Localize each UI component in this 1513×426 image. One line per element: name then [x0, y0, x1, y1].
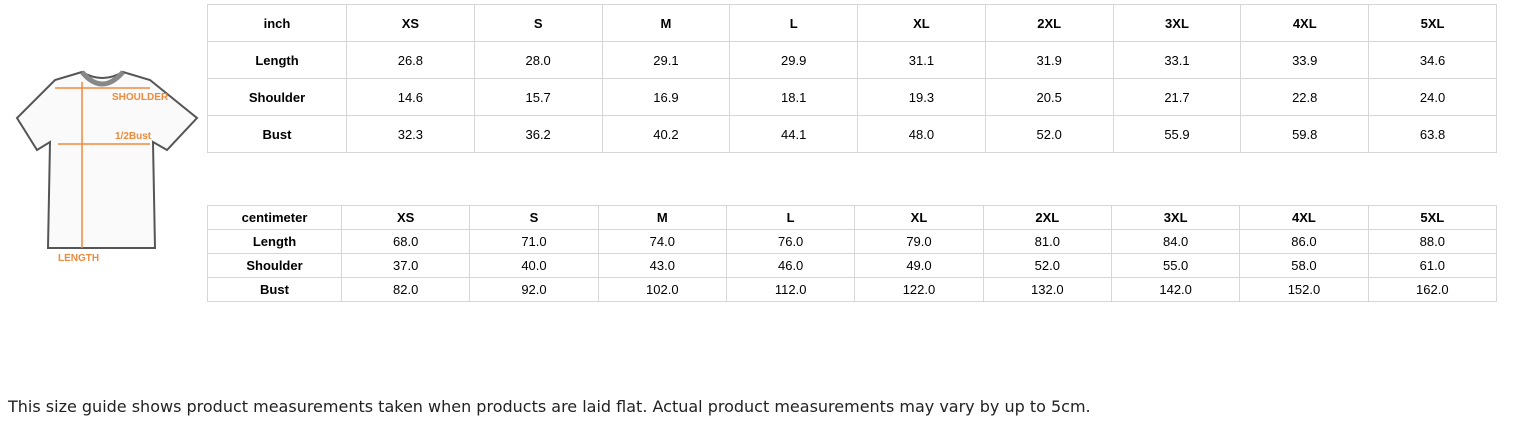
value-cell: 40.0 [469, 253, 599, 278]
value-cell: 33.1 [1112, 41, 1242, 79]
header-cell: 2XL [984, 4, 1114, 42]
value-cell: 52.0 [982, 253, 1112, 278]
length-label: LENGTH [58, 253, 99, 264]
shoulder-label: SHOULDER [112, 92, 169, 103]
tshirt-figure: SHOULDER 1/2Bust LENGTH [15, 70, 199, 264]
value-cell: 132.0 [982, 277, 1112, 302]
value-cell: 86.0 [1239, 229, 1369, 254]
header-cell: Length [207, 229, 342, 254]
table-row: Shoulder 37.0 40.0 43.0 46.0 49.0 52.0 55.0 58.0… [207, 253, 1498, 278]
value-cell: 22.8 [1240, 78, 1370, 116]
value-cell: 92.0 [469, 277, 599, 302]
header-cell: 4XL [1240, 4, 1370, 42]
header-cell: XS [340, 205, 471, 230]
value-cell: 122.0 [854, 277, 984, 302]
header-cell: Bust [207, 115, 347, 153]
header-cell: 5XL [1368, 4, 1497, 42]
value-cell: 29.1 [601, 41, 731, 79]
header-cell: 3XL [1112, 4, 1242, 42]
header-cell: XS [346, 4, 475, 42]
value-cell: 74.0 [597, 229, 727, 254]
bust-label: 1/2Bust [115, 131, 152, 142]
header-cell: Bust [207, 277, 342, 302]
table-row: Length 68.0 71.0 74.0 76.0 79.0 81.0 84.0 86.0 88… [207, 229, 1498, 254]
header-cell: 2XL [982, 205, 1112, 230]
table-row: centimeter XS S M L XL 2XL 3XL 4XL 5XL [207, 205, 1498, 230]
value-cell: 33.9 [1240, 41, 1370, 79]
value-cell: 55.0 [1110, 253, 1241, 278]
header-cell: centimeter [207, 205, 342, 230]
value-cell: 20.5 [984, 78, 1114, 116]
value-cell: 55.9 [1112, 115, 1242, 153]
value-cell: 34.6 [1368, 41, 1497, 79]
value-cell: 84.0 [1110, 229, 1241, 254]
header-cell: 5XL [1367, 205, 1498, 230]
table-row: Bust 82.0 92.0 102.0 112.0 122.0 132.0 142.0 152… [207, 277, 1498, 302]
table-row: inch XS S M L XL 2XL 3XL 4XL 5XL [207, 4, 1497, 42]
value-cell: 112.0 [725, 277, 856, 302]
value-cell: 44.1 [729, 115, 859, 153]
value-cell: 76.0 [725, 229, 856, 254]
table-row: Shoulder 14.6 15.7 16.9 18.1 19.3 20.5 21.7 22.8… [207, 78, 1497, 116]
header-cell: M [597, 205, 727, 230]
value-cell: 46.0 [725, 253, 856, 278]
value-cell: 59.8 [1240, 115, 1370, 153]
table-row: Bust 32.3 36.2 40.2 44.1 48.0 52.0 55.9 59.8 63.8 [207, 115, 1497, 153]
value-cell: 79.0 [854, 229, 984, 254]
value-cell: 40.2 [601, 115, 731, 153]
value-cell: 152.0 [1239, 277, 1369, 302]
value-cell: 68.0 [340, 229, 471, 254]
header-cell: Length [207, 41, 347, 79]
value-cell: 63.8 [1368, 115, 1497, 153]
header-cell: L [729, 4, 859, 42]
value-cell: 18.1 [729, 78, 859, 116]
value-cell: 26.8 [346, 41, 475, 79]
note: This size guide shows product measuremen… [8, 397, 1091, 416]
value-cell: 81.0 [982, 229, 1112, 254]
value-cell: 82.0 [340, 277, 471, 302]
value-cell: 28.0 [473, 41, 603, 79]
value-cell: 31.1 [857, 41, 986, 79]
tshirt-outline [15, 70, 199, 249]
value-cell: 102.0 [597, 277, 727, 302]
header-cell: inch [207, 4, 347, 42]
value-cell: 43.0 [597, 253, 727, 278]
header-cell: XL [857, 4, 986, 42]
header-cell: M [601, 4, 731, 42]
table-row: Length 26.8 28.0 29.1 29.9 31.1 31.9 33.1 33.9 34… [207, 41, 1497, 79]
header-cell: 4XL [1239, 205, 1369, 230]
value-cell: 19.3 [857, 78, 986, 116]
value-cell: 71.0 [469, 229, 599, 254]
value-cell: 29.9 [729, 41, 859, 79]
value-cell: 21.7 [1112, 78, 1242, 116]
value-cell: 52.0 [984, 115, 1114, 153]
header-cell: XL [854, 205, 984, 230]
value-cell: 88.0 [1367, 229, 1498, 254]
value-cell: 36.2 [473, 115, 603, 153]
inch-table: inch XS S M L XL 2XL 3XL 4XL 5XL Length 26.8 28.0 29.… [207, 4, 1497, 153]
value-cell: 58.0 [1239, 253, 1369, 278]
header-cell: Shoulder [207, 78, 347, 116]
header-cell: S [469, 205, 599, 230]
value-cell: 15.7 [473, 78, 603, 116]
collar [80, 70, 125, 87]
value-cell: 61.0 [1367, 253, 1498, 278]
value-cell: 142.0 [1110, 277, 1241, 302]
value-cell: 32.3 [346, 115, 475, 153]
value-cell: 49.0 [854, 253, 984, 278]
value-cell: 16.9 [601, 78, 731, 116]
cm-table: centimeter XS S M L XL 2XL 3XL 4XL 5XL Length 68.0 7… [207, 205, 1498, 302]
value-cell: 31.9 [984, 41, 1114, 79]
header-cell: L [725, 205, 856, 230]
value-cell: 24.0 [1368, 78, 1497, 116]
value-cell: 37.0 [340, 253, 471, 278]
value-cell: 14.6 [346, 78, 475, 116]
header-cell: Shoulder [207, 253, 342, 278]
value-cell: 48.0 [857, 115, 986, 153]
header-cell: 3XL [1110, 205, 1241, 230]
header-cell: S [473, 4, 603, 42]
value-cell: 162.0 [1367, 277, 1498, 302]
